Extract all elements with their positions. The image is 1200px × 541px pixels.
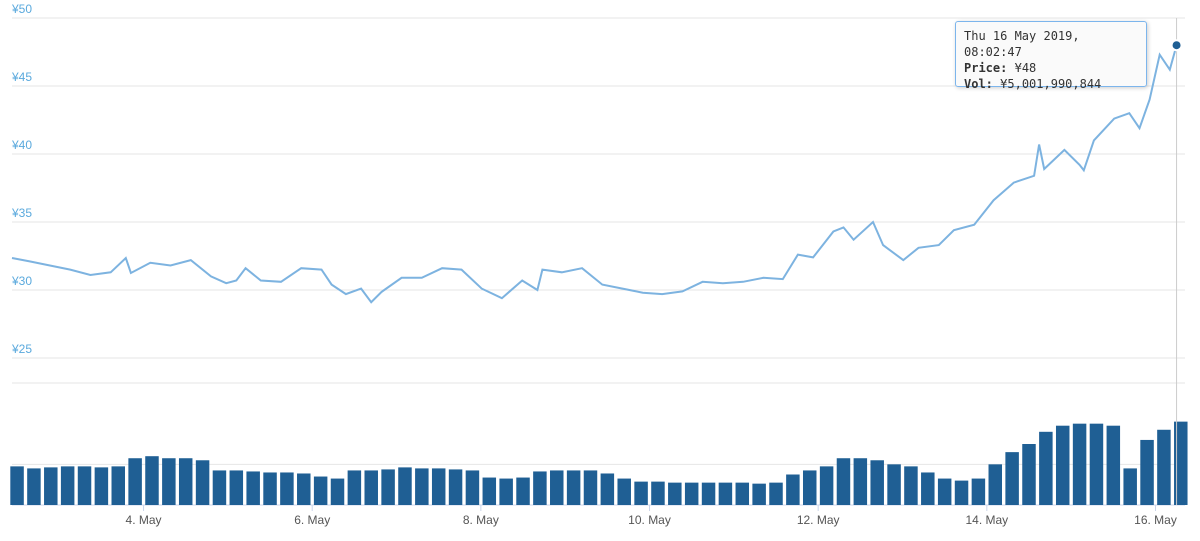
volume-bar <box>1157 429 1171 505</box>
tooltip-title: Thu 16 May 2019, 08:02:47 <box>964 29 1080 59</box>
volume-bar <box>364 470 378 505</box>
volume-bar <box>145 456 159 505</box>
x-tick-label: 12. May <box>797 513 840 527</box>
volume-bar <box>128 458 142 505</box>
volume-bar <box>499 478 513 505</box>
volume-bar <box>870 460 884 505</box>
volume-bar <box>44 467 58 505</box>
tooltip-value: ¥48 <box>1014 61 1037 75</box>
volume-bar <box>27 468 41 505</box>
x-tick-label: 6. May <box>294 513 330 527</box>
volume-bar <box>769 482 783 505</box>
tooltip-row: Price: ¥48 <box>964 60 1138 76</box>
volume-bar <box>229 470 244 505</box>
price-line <box>11 44 1178 304</box>
volume-bar <box>448 469 463 505</box>
volume-bar <box>246 471 260 505</box>
volume-bar <box>668 482 682 505</box>
volume-bar <box>819 466 834 505</box>
volume-bar <box>178 458 193 505</box>
volume-bar <box>297 473 311 505</box>
y-tick-label: ¥45 <box>11 70 32 84</box>
volume-bar <box>263 472 277 505</box>
x-tick-label: 14. May <box>965 513 1008 527</box>
volume-bar <box>94 467 109 505</box>
volume-bar <box>988 464 1003 505</box>
tooltip-label: Vol: <box>964 77 993 91</box>
volume-bar <box>313 476 328 505</box>
volume-bar <box>398 467 412 505</box>
volume-bar <box>921 472 935 505</box>
tooltip-row: Vol: ¥5,001,990,844 <box>964 76 1138 92</box>
volume-bar <box>1039 431 1053 505</box>
volume-bar <box>1072 423 1087 505</box>
volume-bar <box>1005 452 1019 505</box>
volume-bar <box>752 483 766 505</box>
volume-bar <box>465 470 480 505</box>
volume-bar <box>904 466 918 505</box>
hover-marker <box>1170 39 1183 52</box>
x-tick-label: 4. May <box>126 513 162 527</box>
volume-bar <box>162 458 176 505</box>
tooltip-value: ¥5,001,990,844 <box>1000 77 1102 91</box>
volume-bar <box>195 460 210 505</box>
volume-bar <box>583 470 598 505</box>
volume-bar <box>802 470 817 505</box>
y-tick-label: ¥25 <box>11 342 32 356</box>
volume-bar <box>887 464 901 505</box>
volume-bar <box>1106 425 1121 505</box>
volume-bar <box>937 478 952 505</box>
volume-bar <box>566 470 581 505</box>
volume-bar <box>516 477 530 505</box>
y-tick-label: ¥30 <box>11 274 32 288</box>
volume-bar <box>1022 444 1036 505</box>
volume-bar <box>651 481 665 505</box>
volume-bar <box>1055 425 1070 505</box>
volume-bar <box>617 478 631 505</box>
tooltip-label: Price: <box>964 61 1008 75</box>
x-tick-label: 8. May <box>463 513 499 527</box>
volume-bar <box>347 470 362 505</box>
volume-bar <box>1089 423 1104 505</box>
volume-bar <box>1140 439 1154 505</box>
volume-bar <box>600 473 615 505</box>
volume-bar <box>550 470 564 505</box>
volume-bar <box>701 482 716 505</box>
volume-bar <box>77 466 92 505</box>
volume-bar <box>853 458 868 505</box>
volume-bar <box>836 458 851 505</box>
volume-bar <box>1123 468 1137 505</box>
volume-bar <box>1174 421 1188 505</box>
volume-bar <box>533 471 547 505</box>
volume-bar <box>634 481 648 505</box>
tooltip: Thu 16 May 2019, 08:02:47 Price: ¥48 Vol… <box>955 21 1147 91</box>
volume-bar <box>431 468 446 505</box>
volume-bar <box>718 482 733 505</box>
volume-bar <box>971 478 986 505</box>
volume-bar <box>381 469 395 505</box>
y-tick-label: ¥50 <box>11 2 32 16</box>
volume-bar <box>415 468 429 505</box>
volume-bar <box>482 477 497 505</box>
volume-bar <box>280 472 294 505</box>
y-tick-label: ¥40 <box>11 138 32 152</box>
volume-bar <box>60 466 75 505</box>
x-tick-label: 16. May <box>1134 513 1177 527</box>
volume-bar <box>786 474 800 505</box>
volume-bar <box>684 482 699 505</box>
volume-bar <box>735 482 750 505</box>
volume-bar <box>330 478 345 505</box>
volume-bar <box>10 466 24 505</box>
volume-bar <box>212 470 227 505</box>
y-tick-label: ¥35 <box>11 206 32 220</box>
x-tick-label: 10. May <box>628 513 671 527</box>
volume-bar <box>111 466 125 505</box>
volume-bar <box>954 480 969 505</box>
